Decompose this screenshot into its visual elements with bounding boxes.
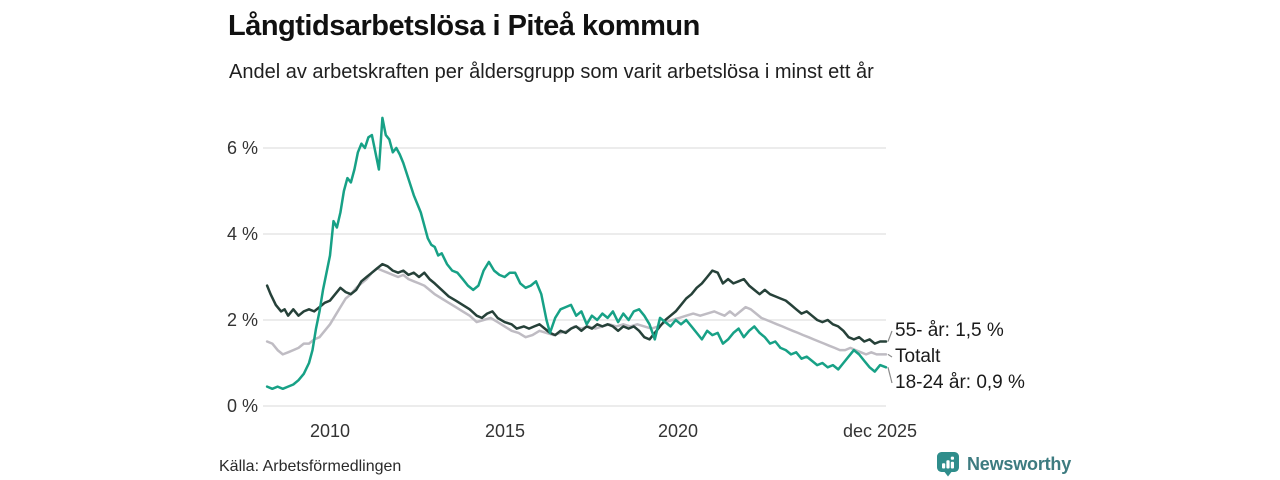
series-line-55-r [265, 262, 888, 345]
brand-name: Newsworthy [967, 453, 1072, 474]
series-line-totalt [265, 267, 888, 356]
y-tick-6: 6 % [226, 138, 258, 158]
chart-subtitle: Andel av arbetskraften per åldersgrupp s… [229, 61, 874, 83]
series-label-55: 55- år: 1,5 % [895, 320, 1004, 341]
page-title: Långtidsarbetslösa i Piteå kommun [228, 10, 700, 42]
x-tick-2015: 2015 [484, 421, 526, 441]
series-label-totalt: Totalt [895, 346, 941, 367]
y-tick-0: 0 % [226, 396, 258, 416]
source-note: Källa: Arbetsförmedlingen [219, 458, 402, 475]
y-tick-2: 2 % [226, 310, 258, 330]
x-tick-2020: 2020 [657, 421, 699, 441]
leader-line [887, 353, 893, 358]
leader-line [887, 367, 893, 384]
x-tick-2010: 2010 [309, 421, 351, 441]
series-label-18-24: 18-24 år: 0,9 % [895, 372, 1025, 393]
newsworthy-logo-icon [937, 452, 959, 477]
x-tick-dec-2025: dec 2025 [842, 421, 918, 441]
leader-line [887, 330, 893, 342]
series-line-18-24-r [265, 116, 888, 391]
newsworthy-brand: Newsworthy [936, 451, 1071, 477]
y-tick-4: 4 % [226, 224, 258, 244]
